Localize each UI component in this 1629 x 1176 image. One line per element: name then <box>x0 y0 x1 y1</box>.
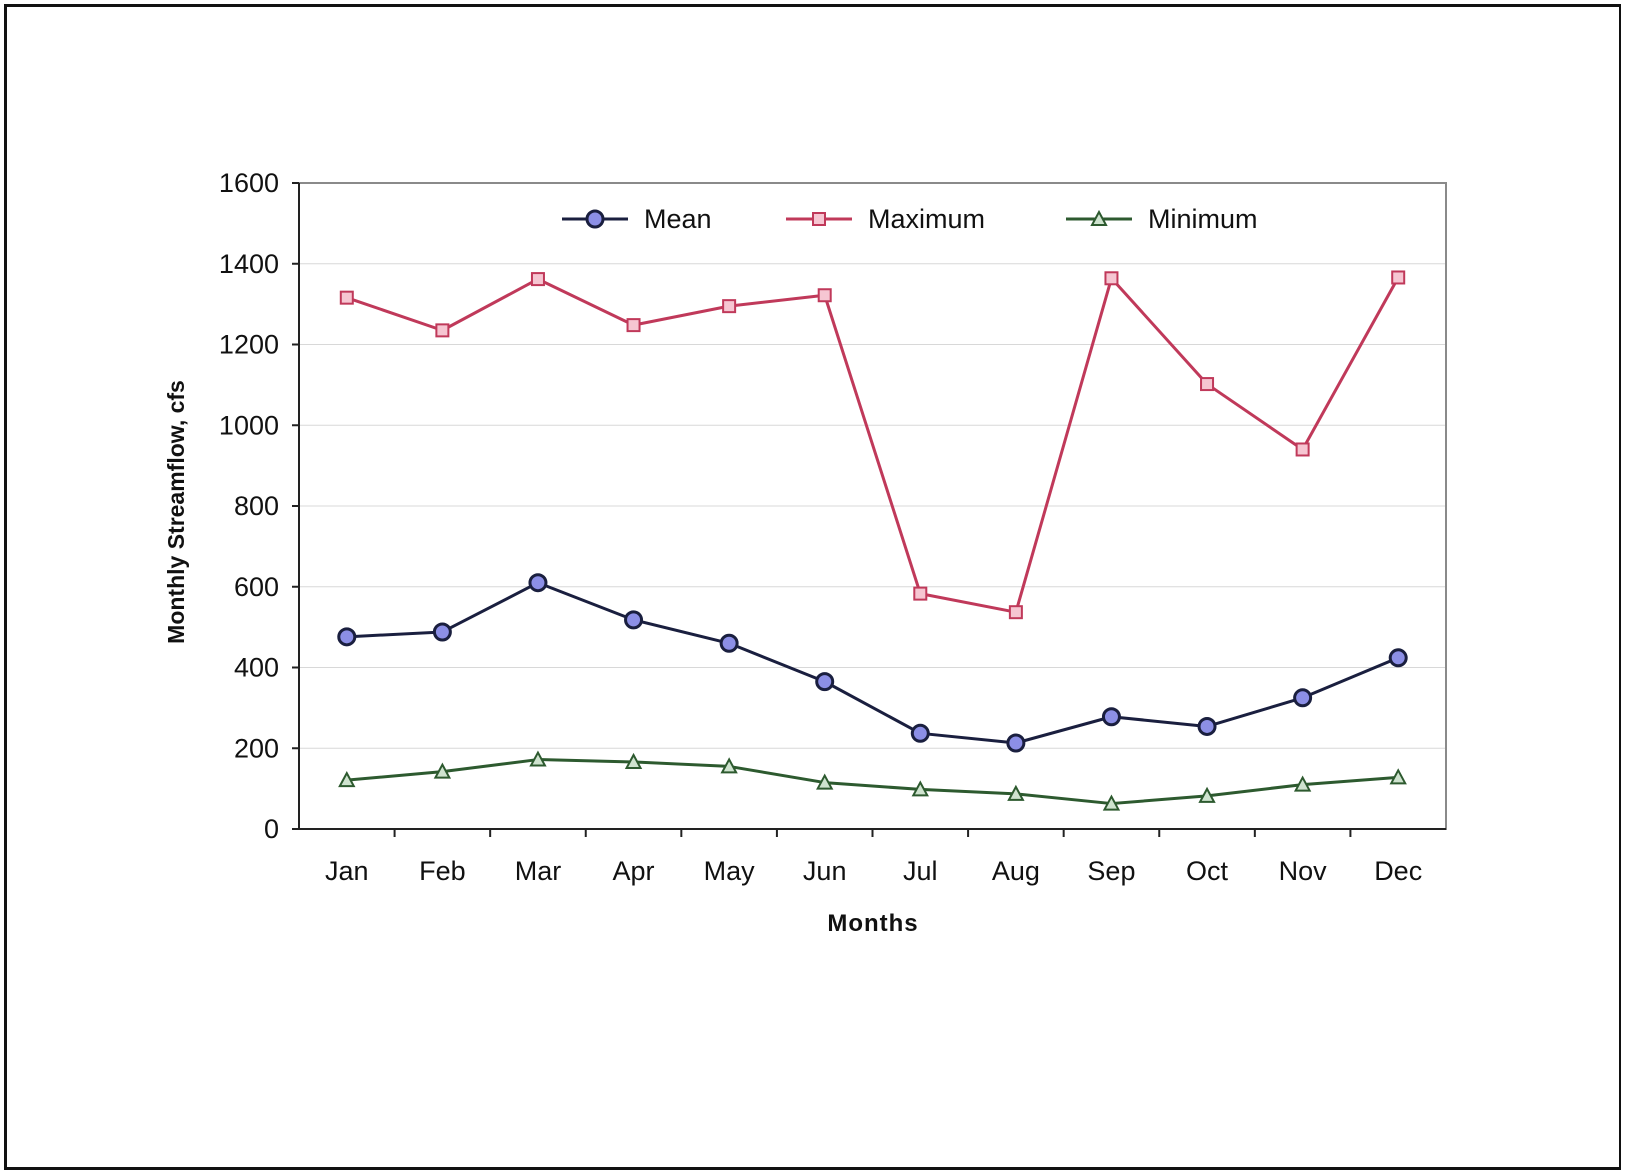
data-point-maximum <box>913 586 928 601</box>
series-line-maximum <box>346 276 1400 614</box>
x-tick-label: Jan <box>325 856 369 886</box>
x-tick-label: May <box>704 856 756 886</box>
y-tick-label: 400 <box>234 653 279 683</box>
data-point-maximum <box>1104 271 1119 286</box>
data-point-minimum <box>1007 784 1025 801</box>
series-mean <box>337 573 1408 753</box>
x-tick-label: Aug <box>992 856 1040 886</box>
y-tick-label: 1400 <box>219 249 279 279</box>
data-point-minimum <box>911 780 929 797</box>
data-point-mean <box>337 627 357 647</box>
y-tick-label: 800 <box>234 491 279 521</box>
series-layer <box>337 270 1408 811</box>
data-point-mean <box>910 723 930 743</box>
data-point-minimum <box>720 757 738 774</box>
series-line-mean <box>346 581 1399 745</box>
data-point-minimum <box>1198 786 1216 803</box>
x-tick-label: Apr <box>613 856 655 886</box>
y-tick-label: 600 <box>234 572 279 602</box>
data-point-mean <box>432 622 452 642</box>
x-tick-label: Sep <box>1087 856 1135 886</box>
data-point-mean <box>1388 648 1408 668</box>
data-point-mean <box>815 672 835 692</box>
data-point-mean <box>1197 716 1217 736</box>
legend-marker-mean <box>585 209 605 229</box>
legend: Mean Maximum Minimum <box>562 204 1258 234</box>
data-point-maximum <box>817 288 832 303</box>
y-axis-ticks: 0 200 400 600 800 1000 1200 1400 1600 <box>219 168 299 844</box>
x-tick-label: Jul <box>903 856 938 886</box>
legend-label-mean: Mean <box>644 204 712 234</box>
data-point-minimum <box>433 762 452 779</box>
data-point-minimum <box>338 771 356 788</box>
legend-label-minimum: Minimum <box>1148 204 1258 234</box>
data-point-minimum <box>529 750 547 767</box>
y-tick-label: 0 <box>264 814 279 844</box>
series-maximum <box>339 270 1406 620</box>
y-tick-label: 200 <box>234 733 279 763</box>
data-point-minimum <box>816 773 834 790</box>
data-point-maximum <box>1200 377 1215 392</box>
legend-marker-minimum <box>1090 209 1108 226</box>
x-tick-label: Jun <box>803 856 847 886</box>
page-frame <box>4 4 1621 1170</box>
x-axis-ticks: Jan Feb Mar Apr May Jun Jul Aug Sep Oct Nov Dec <box>325 829 1422 886</box>
data-point-maximum <box>1391 270 1406 285</box>
x-tick-label: Feb <box>419 856 466 886</box>
data-point-minimum <box>1293 775 1312 792</box>
data-point-maximum <box>339 290 354 305</box>
legend-label-maximum: Maximum <box>868 204 985 234</box>
data-point-maximum <box>1295 442 1310 457</box>
data-point-mean <box>1101 707 1121 727</box>
legend-item-maximum: Maximum <box>786 204 985 234</box>
data-point-mean <box>528 573 548 593</box>
data-point-mean <box>719 633 739 653</box>
data-point-maximum <box>435 323 450 338</box>
data-point-mean <box>1293 688 1313 708</box>
x-tick-label: Dec <box>1374 856 1422 886</box>
data-point-mean <box>1006 733 1026 753</box>
data-point-minimum <box>1102 794 1121 811</box>
x-axis-title: Months <box>827 910 918 937</box>
series-line-minimum <box>346 758 1399 806</box>
data-point-minimum <box>624 752 643 769</box>
x-tick-label: Oct <box>1186 856 1229 886</box>
data-point-maximum <box>530 272 545 287</box>
y-tick-label: 1200 <box>219 330 279 360</box>
y-axis-title: Monthly Streamflow, cfs <box>163 380 189 644</box>
y-tick-label: 1000 <box>219 410 279 440</box>
data-point-minimum <box>1389 768 1407 785</box>
legend-marker-maximum <box>812 212 826 226</box>
data-point-maximum <box>626 318 641 333</box>
series-minimum <box>338 750 1407 811</box>
data-point-maximum <box>722 299 737 314</box>
x-tick-label: Nov <box>1279 856 1328 886</box>
data-point-mean <box>624 610 644 630</box>
y-tick-label: 1600 <box>219 168 279 198</box>
gridlines <box>299 263 1446 749</box>
legend-item-minimum: Minimum <box>1066 204 1258 234</box>
data-point-maximum <box>1008 605 1023 620</box>
x-tick-label: Mar <box>515 856 562 886</box>
legend-item-mean: Mean <box>562 204 712 234</box>
